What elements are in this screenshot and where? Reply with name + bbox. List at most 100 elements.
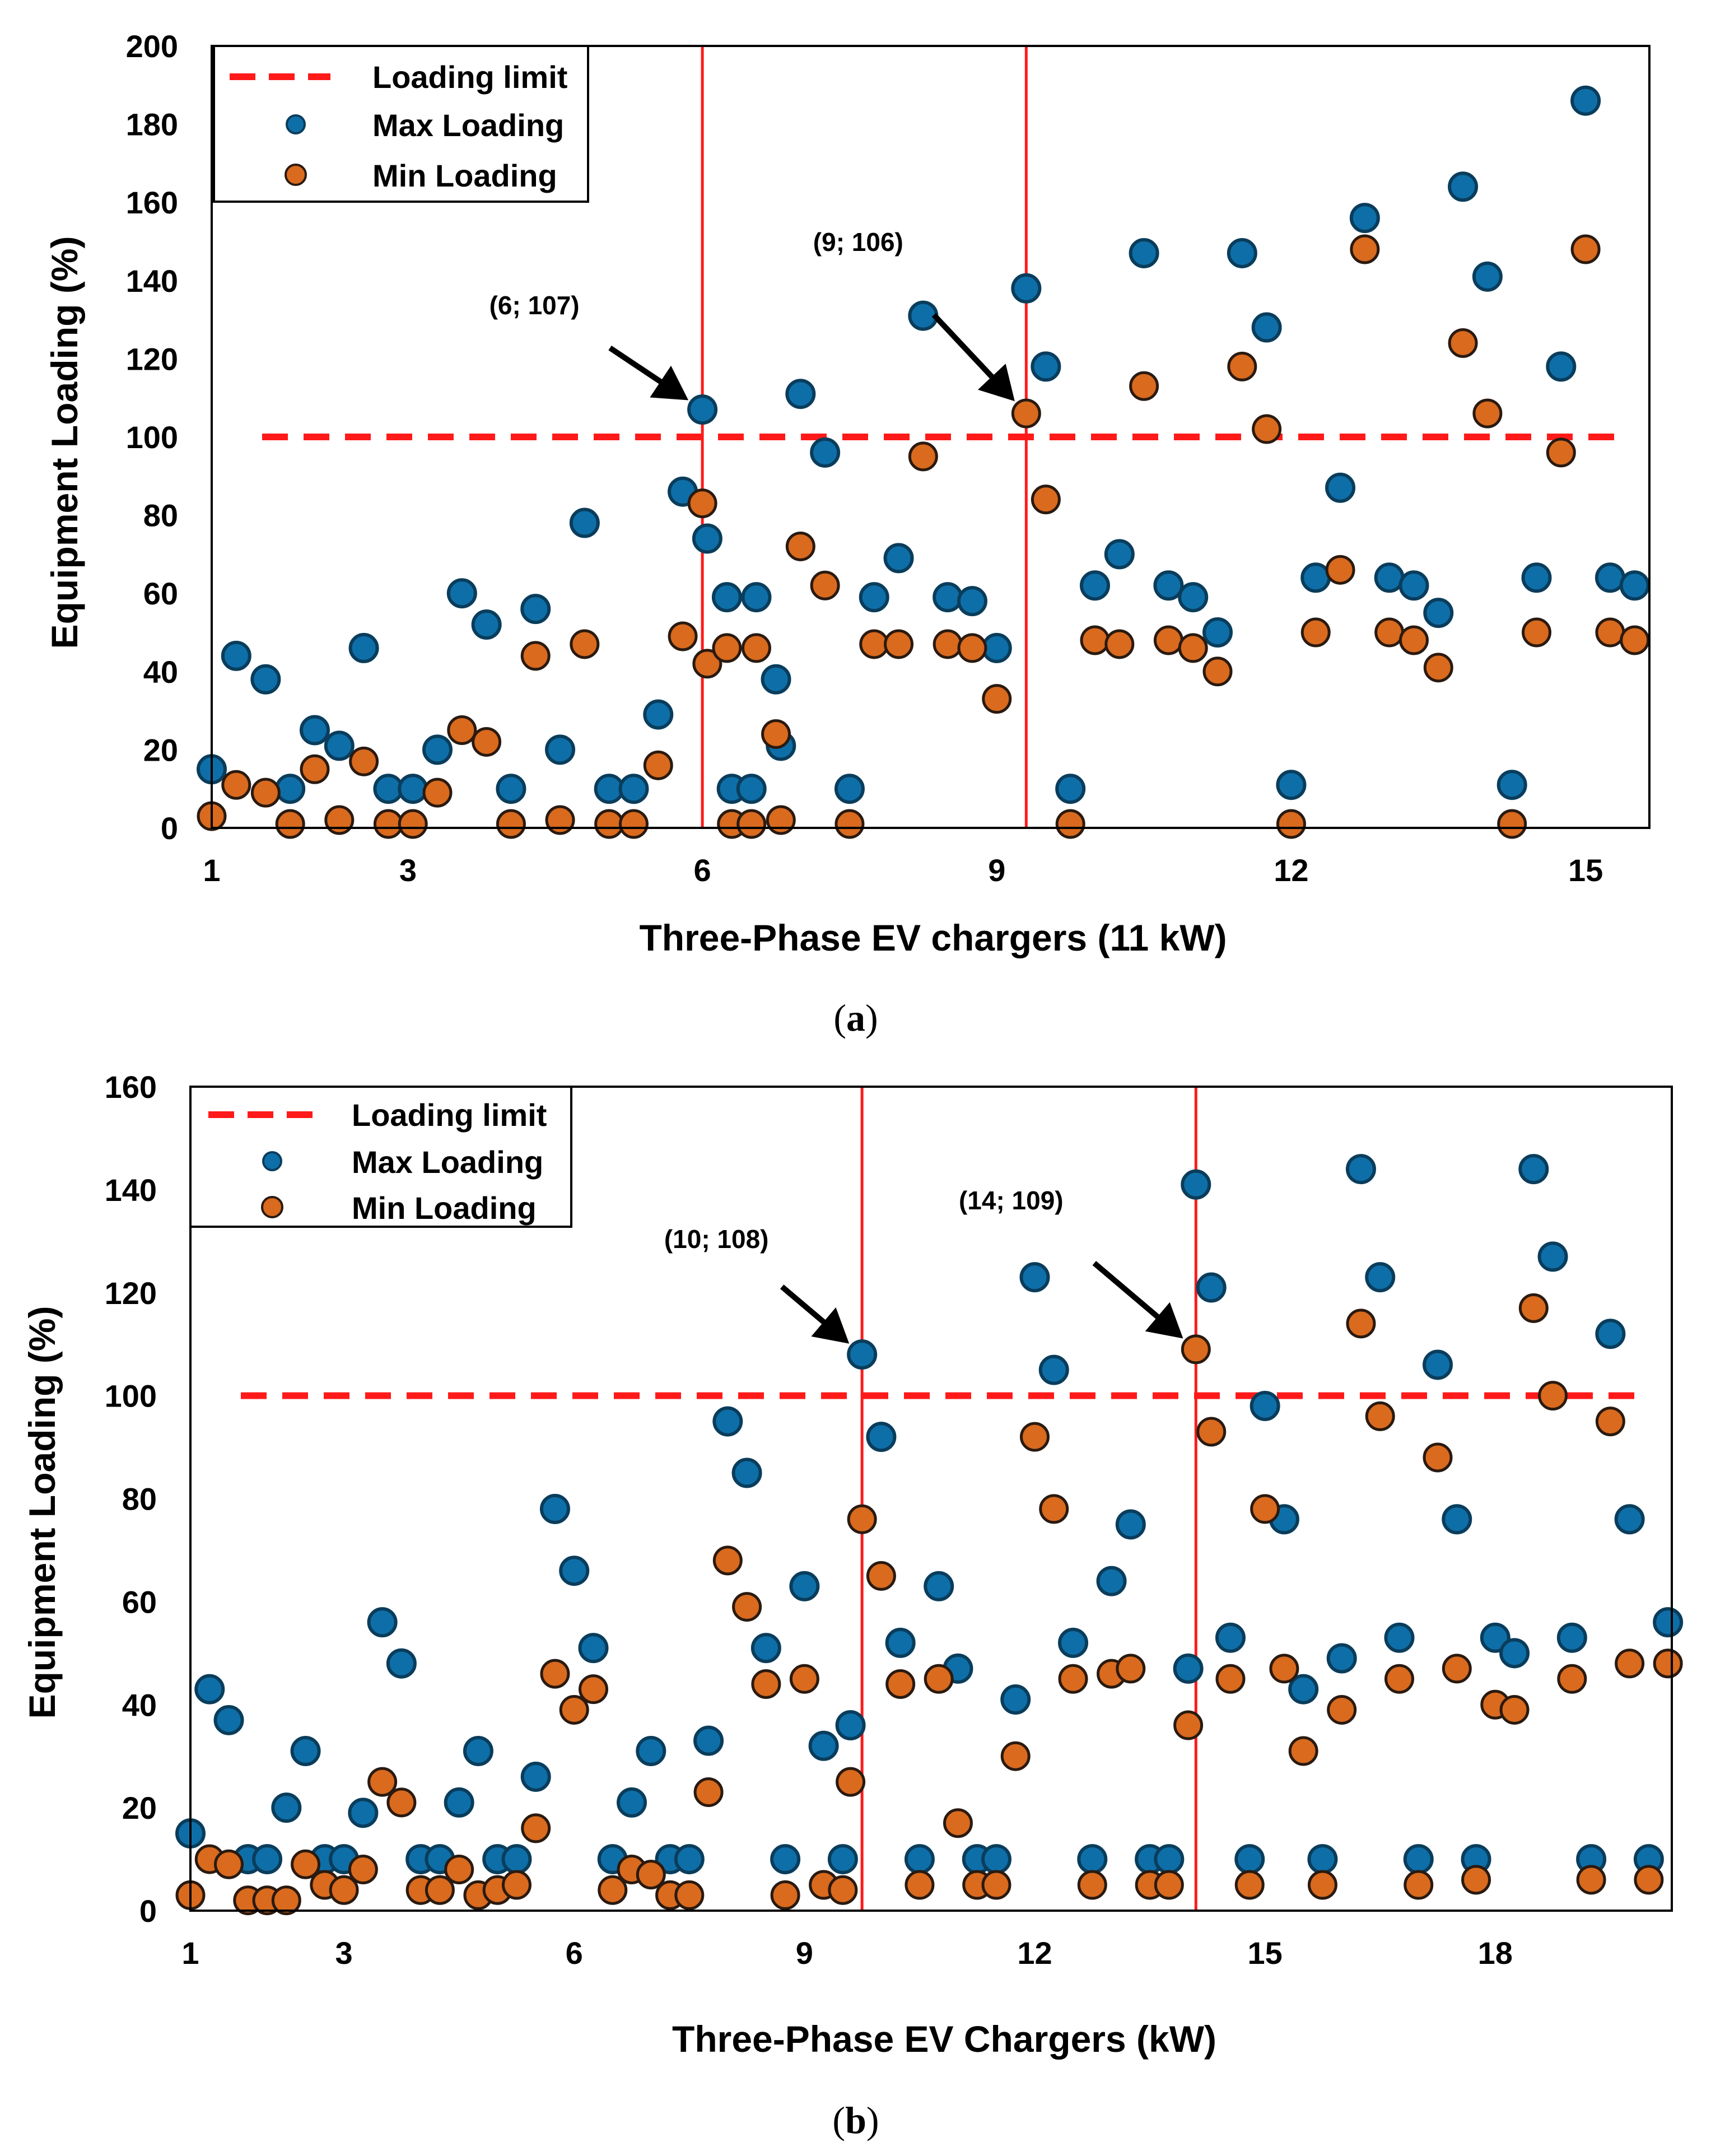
min-loading-point <box>736 809 767 839</box>
y-axis-label-b: Equipment Loading (%) <box>21 1306 63 1719</box>
max-loading-point <box>1079 570 1110 601</box>
max-loading-point <box>1115 1509 1146 1540</box>
min-loading-point <box>905 1870 935 1900</box>
y-tick-label: 200 <box>126 29 178 64</box>
legend-swatch-max <box>262 1151 282 1171</box>
min-loading-point <box>1031 485 1061 515</box>
min-loading-point <box>1365 1401 1395 1431</box>
min-loading-point <box>1595 617 1625 648</box>
min-loading-point <box>1234 1870 1265 1900</box>
min-loading-point <box>712 633 742 663</box>
legend-label-limit: Loading limit <box>372 59 567 95</box>
max-loading-point <box>1595 562 1625 593</box>
max-loading-point <box>1653 1607 1684 1638</box>
max-loading-point <box>957 586 987 617</box>
x-tick-label: 15 <box>1248 1935 1283 1971</box>
min-loading-point <box>1173 1710 1204 1740</box>
min-loading-point <box>1570 234 1601 264</box>
x-tick-label: 18 <box>1478 1935 1513 1971</box>
min-loading-point <box>570 629 600 659</box>
max-loading-point <box>1307 1844 1338 1875</box>
max-loading-point <box>1619 570 1650 601</box>
y-tick-label: 0 <box>161 811 178 846</box>
min-loading-point <box>1215 1664 1246 1694</box>
legend-swatch-max <box>286 114 306 134</box>
max-loading-point <box>741 582 772 613</box>
legend-swatch-min <box>285 164 307 186</box>
max-loading-point <box>674 1844 705 1875</box>
max-loading-point <box>1518 1154 1549 1185</box>
max-loading-point <box>1038 1354 1069 1385</box>
y-axis-label-a: Equipment Loading (%) <box>44 236 85 649</box>
max-loading-point <box>687 394 718 425</box>
min-loading-point <box>924 1664 954 1694</box>
min-loading-point <box>1181 1334 1211 1365</box>
min-loading-point <box>836 1767 866 1797</box>
max-loading-point <box>569 507 600 538</box>
min-loading-point <box>1374 617 1405 648</box>
min-loading-point <box>1327 1694 1357 1725</box>
max-loading-point <box>1077 1844 1108 1875</box>
max-loading-point <box>1499 1638 1530 1669</box>
max-loading-point <box>1276 770 1307 800</box>
max-loading-point <box>1104 539 1135 570</box>
max-loading-point <box>789 1571 820 1601</box>
max-loading-point <box>1058 1627 1089 1658</box>
max-loading-point <box>1570 85 1601 116</box>
y-tick-label: 140 <box>126 263 178 299</box>
max-loading-point <box>835 1710 866 1741</box>
min-loading-point <box>425 1875 455 1905</box>
max-loading-point <box>1055 774 1086 804</box>
x-tick-label: 6 <box>566 1935 583 1971</box>
max-loading-point <box>866 1422 897 1452</box>
max-loading-point <box>770 1844 801 1875</box>
min-loading-point <box>741 633 771 663</box>
max-loading-point <box>299 715 330 746</box>
max-loading-point <box>194 1674 225 1705</box>
min-loading-point <box>221 770 251 800</box>
min-loading-point <box>578 1674 608 1705</box>
legend-label-min: Min Loading <box>372 158 557 193</box>
annotation-label: (9; 106) <box>813 227 903 257</box>
min-loading-point <box>770 1880 800 1910</box>
y-tick-label: 140 <box>105 1172 157 1208</box>
max-loading-point <box>1423 598 1454 628</box>
max-loading-point <box>1537 1241 1568 1272</box>
min-loading-point <box>687 488 717 519</box>
min-loading-point <box>447 715 477 745</box>
max-loading-point <box>834 774 865 804</box>
max-loading-point <box>271 1792 302 1823</box>
max-loading-point <box>1234 1844 1265 1875</box>
max-loading-point <box>1227 238 1257 268</box>
min-loading-point <box>766 805 796 835</box>
min-loading-point <box>643 750 673 780</box>
x-tick-label: 15 <box>1568 853 1603 888</box>
min-loading-point <box>1178 633 1208 663</box>
min-loading-point <box>761 719 791 749</box>
min-loading-point <box>1472 398 1503 429</box>
max-loading-point <box>827 1844 858 1875</box>
x-tick-label: 6 <box>694 853 711 888</box>
min-loading-point <box>866 1561 896 1591</box>
max-loading-point <box>594 774 624 804</box>
max-loading-point <box>398 774 428 804</box>
max-loading-point <box>386 1648 417 1679</box>
min-loading-point <box>1557 1664 1587 1694</box>
max-loading-point <box>1011 273 1042 304</box>
chart-panel-a: 0 20 40 60 80 100 120 140 160 180 200 1 3 6 9 12 15 (6;… <box>44 29 1651 1039</box>
max-loading-point <box>422 734 453 765</box>
max-loading-point <box>501 1844 532 1875</box>
max-loading-point <box>885 1627 916 1658</box>
min-loading-point <box>636 1860 666 1890</box>
max-loading-point <box>545 734 576 765</box>
min-loading-point <box>884 629 914 659</box>
annotation-arrow-head <box>1145 1302 1183 1339</box>
min-loading-point <box>1423 653 1453 683</box>
max-loading-point <box>859 582 889 613</box>
max-loading-point <box>1129 238 1159 268</box>
min-loading-point <box>810 570 840 600</box>
max-loading-point <box>1365 1262 1396 1293</box>
min-loading-point <box>1129 371 1159 401</box>
max-loading-point <box>1349 203 1380 234</box>
